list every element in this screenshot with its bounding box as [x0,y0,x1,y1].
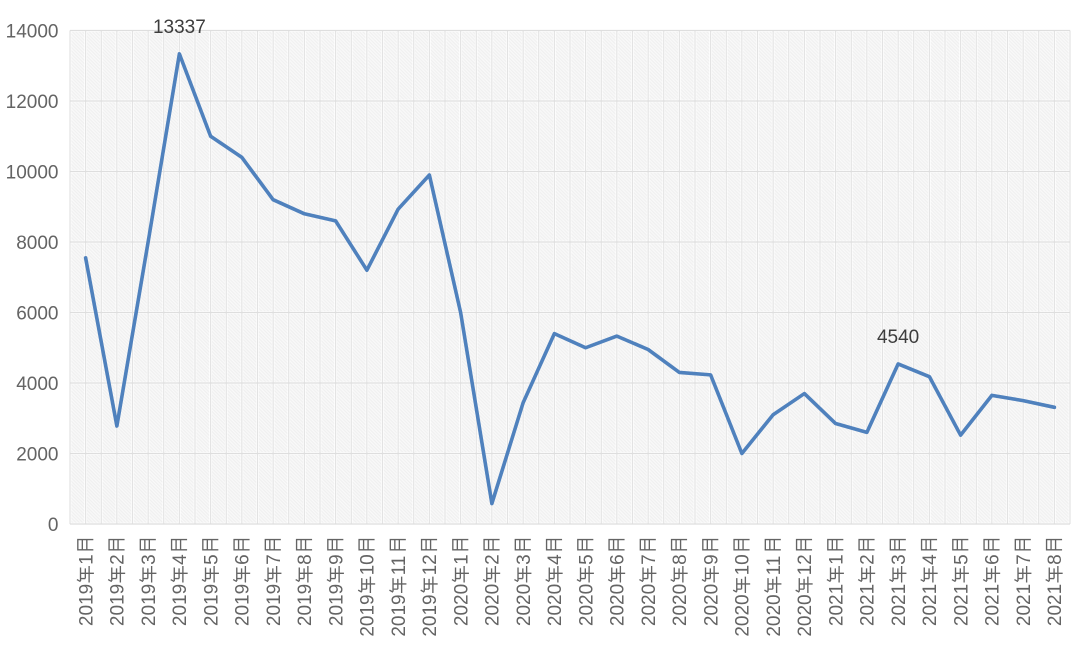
svg-text:8: 8 [1045,554,1066,565]
svg-text:2019: 2019 [264,584,285,626]
svg-text:1: 1 [826,554,847,565]
svg-text:4: 4 [545,554,566,565]
svg-text:8: 8 [295,554,316,565]
svg-text:14000: 14000 [6,21,59,42]
svg-text:2021: 2021 [983,584,1004,626]
svg-text:2020: 2020 [670,584,691,626]
svg-text:2019: 2019 [295,584,316,626]
svg-text:12: 12 [795,554,816,575]
svg-text:2019: 2019 [108,584,129,626]
svg-text:1: 1 [76,554,97,565]
svg-text:2020: 2020 [701,584,722,626]
svg-text:7: 7 [264,554,285,565]
svg-text:8: 8 [670,554,691,565]
svg-text:2020: 2020 [483,584,504,626]
svg-text:3: 3 [889,554,910,565]
svg-text:2021: 2021 [920,584,941,626]
svg-text:6000: 6000 [16,303,58,324]
svg-text:2021: 2021 [951,584,972,626]
svg-text:3: 3 [139,554,160,565]
svg-text:6: 6 [233,554,254,565]
svg-text:2019: 2019 [201,584,222,626]
svg-text:4: 4 [920,554,941,565]
svg-text:2020: 2020 [764,594,785,636]
svg-text:2020: 2020 [451,584,472,626]
svg-text:2020: 2020 [733,594,754,636]
svg-text:0: 0 [48,515,59,536]
svg-text:2019: 2019 [389,594,410,636]
svg-text:2019: 2019 [233,584,254,626]
svg-text:9: 9 [701,554,722,565]
svg-text:6: 6 [608,554,629,565]
svg-text:2019: 2019 [358,594,379,636]
svg-text:4: 4 [170,554,191,565]
svg-text:1: 1 [451,554,472,565]
svg-text:2000: 2000 [16,444,58,465]
svg-text:2021: 2021 [889,584,910,626]
svg-text:2020: 2020 [639,584,660,626]
svg-text:10000: 10000 [6,162,59,183]
svg-text:5: 5 [576,554,597,565]
svg-text:2: 2 [108,554,129,565]
svg-text:7: 7 [639,554,660,565]
svg-text:2020: 2020 [545,584,566,626]
svg-text:2019: 2019 [76,584,97,626]
svg-text:2021: 2021 [826,584,847,626]
svg-text:4000: 4000 [16,374,58,395]
svg-text:3: 3 [514,554,535,565]
svg-text:7: 7 [1014,554,1035,565]
svg-text:2020: 2020 [576,584,597,626]
svg-text:12000: 12000 [6,92,59,113]
svg-text:2021: 2021 [858,584,879,626]
svg-text:12: 12 [420,554,441,575]
svg-text:2019: 2019 [170,584,191,626]
svg-text:2: 2 [858,554,879,565]
svg-text:2019: 2019 [420,594,441,636]
svg-text:11: 11 [764,556,785,576]
svg-text:2020: 2020 [795,594,816,636]
svg-text:2: 2 [483,554,504,565]
svg-text:2020: 2020 [608,584,629,626]
svg-text:11: 11 [389,556,410,576]
svg-text:13337: 13337 [153,17,206,38]
svg-text:2021: 2021 [1014,584,1035,626]
svg-text:2021: 2021 [1045,584,1066,626]
svg-text:5: 5 [201,554,222,565]
svg-text:2019: 2019 [139,584,160,626]
svg-text:2019: 2019 [326,584,347,626]
svg-text:4540: 4540 [877,327,919,348]
svg-text:10: 10 [358,554,379,575]
svg-text:6: 6 [983,554,1004,565]
svg-text:10: 10 [733,554,754,575]
svg-text:8000: 8000 [16,233,58,254]
svg-text:2020: 2020 [514,584,535,626]
svg-text:5: 5 [951,554,972,565]
svg-text:9: 9 [326,554,347,565]
